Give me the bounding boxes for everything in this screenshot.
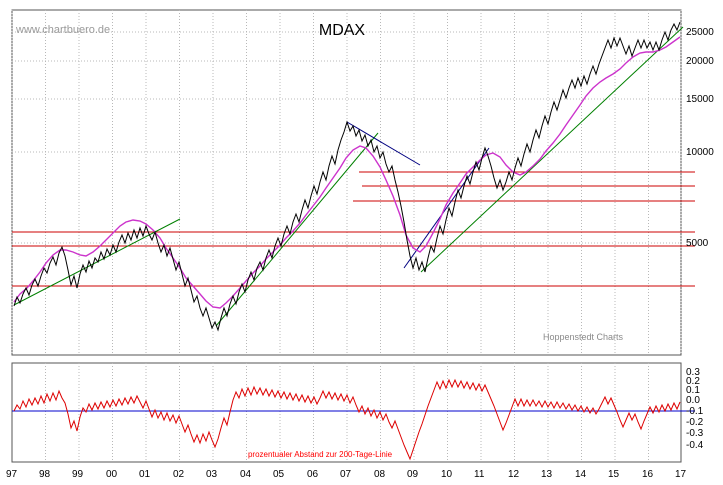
x-tick-14: 14: [575, 469, 587, 480]
x-tick-00: 00: [106, 469, 118, 480]
x-tick-02: 02: [173, 469, 185, 480]
osc-y-tick-m0.4: -0.4: [686, 440, 704, 451]
x-tick-05: 05: [273, 469, 285, 480]
price-y-tick-10000: 10000: [686, 147, 714, 158]
watermark: www.chartbuero.de: [15, 24, 110, 36]
inner-uptrend-line-2009-2011: [403, 147, 490, 269]
page-title: MDAX: [319, 22, 366, 39]
credit-label: Hoppenstedt Charts: [543, 332, 624, 342]
x-tick-16: 16: [642, 469, 654, 480]
oscillator-panel: 0.3 0.2 0.1 0.0 -0.1 -0.2 -0.3 -0.4 proz…: [11, 362, 704, 463]
osc-y-tick-m0.2: -0.2: [686, 417, 704, 428]
osc-y-tick-0.1: 0.1: [686, 385, 700, 396]
osc-y-tick-0.0: 0.0: [686, 395, 700, 406]
x-tick-12: 12: [508, 469, 520, 480]
x-tick-13: 13: [541, 469, 553, 480]
x-tick-98: 98: [39, 469, 51, 480]
oscillator-label: prozentualer Abstand zur 200-Tage-Linie: [248, 450, 393, 459]
osc-y-tick-0.3: 0.3: [686, 367, 700, 378]
x-tick-06: 06: [307, 469, 319, 480]
osc-y-tick-0.2: 0.2: [686, 376, 700, 387]
oscillator-line: [13, 378, 681, 461]
x-axis-labels: 97 98 99 00 01 02 03 04 05 06 07 08 09 1…: [6, 469, 687, 480]
osc-y-tick-m0.1: -0.1: [686, 406, 704, 417]
price-y-tick-15000: 15000: [686, 94, 714, 105]
uptrend-line-2009-2017: [420, 26, 684, 273]
x-tick-97: 97: [6, 469, 18, 480]
x-tick-08: 08: [374, 469, 386, 480]
x-tick-01: 01: [139, 469, 151, 480]
x-tick-04: 04: [240, 469, 252, 480]
osc-y-tick-m0.3: -0.3: [686, 428, 704, 439]
x-tick-10: 10: [441, 469, 453, 480]
x-tick-99: 99: [72, 469, 84, 480]
x-tick-15: 15: [608, 469, 620, 480]
x-tick-09: 09: [407, 469, 419, 480]
moving-average-line: [13, 36, 681, 309]
price-line: [13, 21, 681, 332]
price-grid-horizontal: [12, 31, 681, 244]
price-y-axis-labels: 5000 10000 15000 20000 25000: [686, 27, 714, 249]
price-y-tick-25000: 25000: [686, 27, 714, 38]
uptrend-lines: [13, 26, 684, 327]
x-tick-07: 07: [340, 469, 352, 480]
price-y-tick-5000: 5000: [686, 238, 709, 249]
price-panel: 5000 10000 15000 20000 25000 MDAX www.ch…: [11, 9, 714, 356]
oscillator-y-axis-labels: 0.3 0.2 0.1 0.0 -0.1 -0.2 -0.3 -0.4: [686, 367, 704, 451]
price-y-tick-20000: 20000: [686, 56, 714, 67]
x-tick-11: 11: [474, 469, 485, 480]
uptrend-line-1997-2000: [13, 218, 181, 306]
uptrend-line-2003-2008: [215, 132, 379, 327]
x-tick-17: 17: [675, 469, 687, 480]
x-tick-03: 03: [206, 469, 218, 480]
price-grid-vertical: [11, 10, 682, 355]
